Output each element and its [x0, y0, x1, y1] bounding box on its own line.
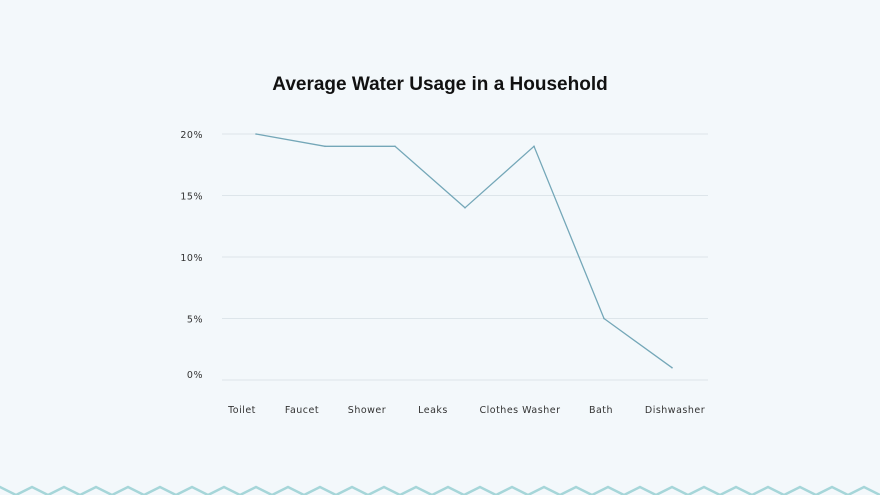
data-point	[464, 207, 466, 209]
y-tick-label: 15%	[180, 192, 203, 203]
chart-title: Average Water Usage in a Household	[272, 74, 608, 95]
x-tick-label: Dishwasher	[645, 405, 705, 416]
x-tick-label: Faucet	[285, 405, 319, 416]
y-tick-label: 20%	[180, 130, 203, 141]
x-tick-label: Shower	[348, 405, 386, 416]
data-point	[255, 133, 257, 135]
data-point	[324, 145, 326, 148]
y-tick-label: 5%	[187, 315, 203, 326]
x-tick-label: Leaks	[418, 405, 448, 416]
x-tick-label: Bath	[589, 405, 613, 416]
data-point	[671, 366, 673, 369]
data-point	[533, 145, 535, 148]
y-tick-label: 0%	[187, 370, 203, 381]
data-point	[603, 317, 605, 320]
y-tick-label: 10%	[180, 253, 203, 264]
data-point	[394, 145, 396, 148]
zigzag-border	[0, 485, 880, 495]
x-tick-label: Toilet	[227, 405, 256, 416]
x-tick-label: Clothes Washer	[480, 405, 561, 416]
series-line	[255, 133, 673, 369]
